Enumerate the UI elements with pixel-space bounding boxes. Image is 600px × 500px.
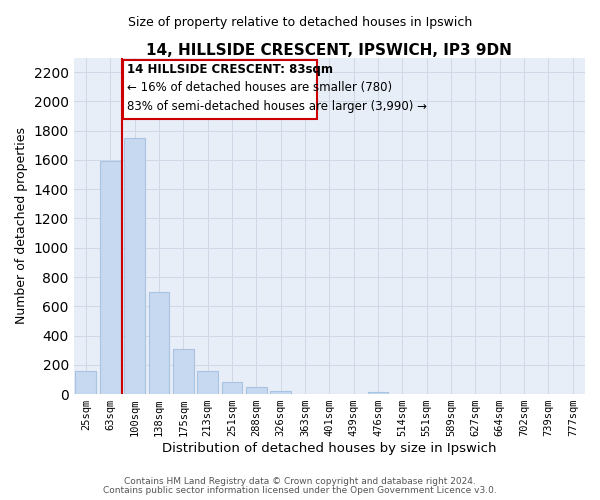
- Text: ← 16% of detached houses are smaller (780): ← 16% of detached houses are smaller (78…: [127, 81, 392, 94]
- Text: 14 HILLSIDE CRESCENT: 83sqm: 14 HILLSIDE CRESCENT: 83sqm: [127, 62, 332, 76]
- Bar: [100, 162, 121, 394]
- Bar: [173, 348, 194, 394]
- Bar: [246, 388, 266, 394]
- FancyBboxPatch shape: [123, 60, 317, 119]
- Text: 83% of semi-detached houses are larger (3,990) →: 83% of semi-detached houses are larger (…: [127, 100, 427, 113]
- Text: Contains public sector information licensed under the Open Government Licence v3: Contains public sector information licen…: [103, 486, 497, 495]
- Y-axis label: Number of detached properties: Number of detached properties: [15, 128, 28, 324]
- Text: Size of property relative to detached houses in Ipswich: Size of property relative to detached ho…: [128, 16, 472, 29]
- Text: Contains HM Land Registry data © Crown copyright and database right 2024.: Contains HM Land Registry data © Crown c…: [124, 477, 476, 486]
- Bar: [76, 370, 96, 394]
- Bar: [270, 391, 291, 394]
- Bar: [124, 138, 145, 394]
- Bar: [149, 292, 169, 394]
- Bar: [368, 392, 388, 394]
- Bar: [221, 382, 242, 394]
- Bar: [197, 372, 218, 394]
- X-axis label: Distribution of detached houses by size in Ipswich: Distribution of detached houses by size …: [162, 442, 497, 455]
- Title: 14, HILLSIDE CRESCENT, IPSWICH, IP3 9DN: 14, HILLSIDE CRESCENT, IPSWICH, IP3 9DN: [146, 42, 512, 58]
